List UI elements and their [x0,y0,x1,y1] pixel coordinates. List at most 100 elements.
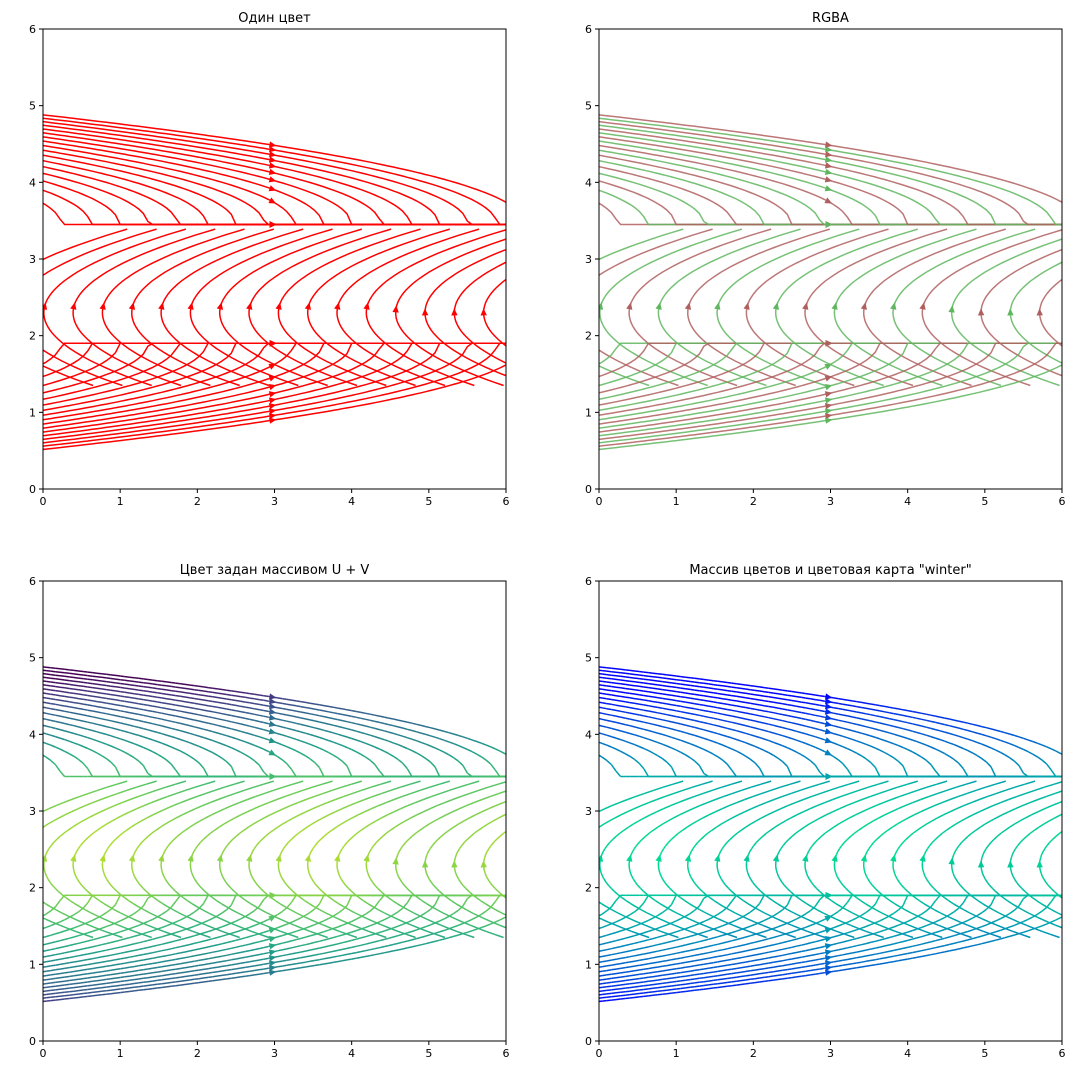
y-tick-label: 0 [29,483,36,496]
streamline-segment [106,677,111,680]
streamline-segment [448,912,454,918]
streamline-segment [198,958,204,962]
streamline-segment [489,881,493,886]
streamline-segment [282,878,286,883]
streamline-segment [147,945,153,949]
streamline-segment [498,814,506,819]
streamline-segment [133,702,139,705]
streamline-segment [253,845,258,850]
streamline-segment [180,956,186,960]
streamline-segment [157,717,162,720]
streamline-segment [82,940,88,943]
streamline-segment [291,728,297,732]
streamline-segment [180,738,186,742]
streamline-segment [207,945,213,948]
streamline-segment [235,967,241,970]
streamline-segment [78,923,84,927]
streamline-segment [32,711,37,712]
streamline-segment [235,715,241,719]
streamline-segment [341,845,346,850]
streamline-segment [118,924,127,929]
streamline-segment [235,957,241,960]
streamline-segment [332,741,339,745]
streamline-segment [388,950,394,953]
streamline-segment [170,963,176,966]
streamline-segment [87,671,93,674]
streamline-segment [430,940,436,944]
streamline-segment [494,933,504,939]
streamline-segment [214,826,220,831]
streamline-segment [393,808,402,813]
streamline-segment [129,741,135,745]
streamline-segment [28,705,33,706]
streamline-segment [230,933,240,939]
streamline [43,172,506,226]
streamline-segment [305,732,311,736]
streamline-segment [80,841,84,846]
streamline-segment [59,686,65,689]
streamline-segment [96,986,102,990]
streamline-segment [457,878,462,883]
streamline-segment [69,993,74,996]
streamline-segment [277,697,283,700]
streamline-segment [416,811,424,816]
streamline-segment [143,931,149,935]
streamline-segment [120,686,125,689]
streamline-segment [653,786,664,792]
streamline-segment [393,795,403,801]
streamline-segment [268,829,274,834]
streamline-segment [217,701,223,704]
streamline-segment [212,752,218,756]
streamline-segment [157,711,162,714]
streamline-segment [231,968,237,971]
streamline-segment [161,742,167,746]
streamline-segment [212,915,218,919]
streamline-segment [226,947,232,951]
streamline-segment [309,758,316,763]
streamline-segment [424,857,427,861]
streamline-segment [45,960,51,963]
streamline-segment [189,712,195,715]
streamline-segment [644,924,654,929]
streamline-segment [342,953,348,957]
streamline-segment [202,835,208,840]
streamline-segment [290,801,299,807]
streamline-segment [96,943,102,947]
streamline-segment [208,686,213,689]
streamline-segment [106,719,112,722]
streamline-segment [289,933,299,939]
x-tick-label: 5 [425,1047,432,1060]
streamline-segment [235,709,241,713]
streamline-segment [43,711,47,715]
streamline-segment [152,710,158,714]
streamline-arrow [599,810,602,813]
streamline-segment [175,728,181,732]
streamline-segment [254,964,260,967]
streamline-segment [270,896,276,902]
streamline-segment [101,970,107,973]
streamline-arrow [890,302,897,310]
streamline-segment [416,739,422,744]
streamline-segment [226,904,232,911]
y-tick-label: 3 [29,805,36,818]
streamline-segment [761,789,772,795]
streamline-segment [462,931,468,935]
streamline-segment [460,792,471,798]
streamline-segment [73,732,79,736]
streamline-segment [445,811,453,816]
streamline-segment [254,953,260,957]
streamline-segment [504,752,506,756]
streamline-segment [367,872,370,877]
x-tick-label: 1 [673,495,680,508]
streamline-segment [43,701,47,704]
streamline-segment [50,734,56,738]
streamline-segment [679,811,687,816]
streamline-segment [448,935,454,939]
streamline-segment [212,716,218,720]
streamline-segment [235,699,241,703]
streamline-segment [439,737,445,742]
streamline-segment [260,909,268,914]
streamline-segment [244,753,251,759]
y-tick-label: 4 [29,728,36,741]
streamline-arrow [480,860,487,868]
